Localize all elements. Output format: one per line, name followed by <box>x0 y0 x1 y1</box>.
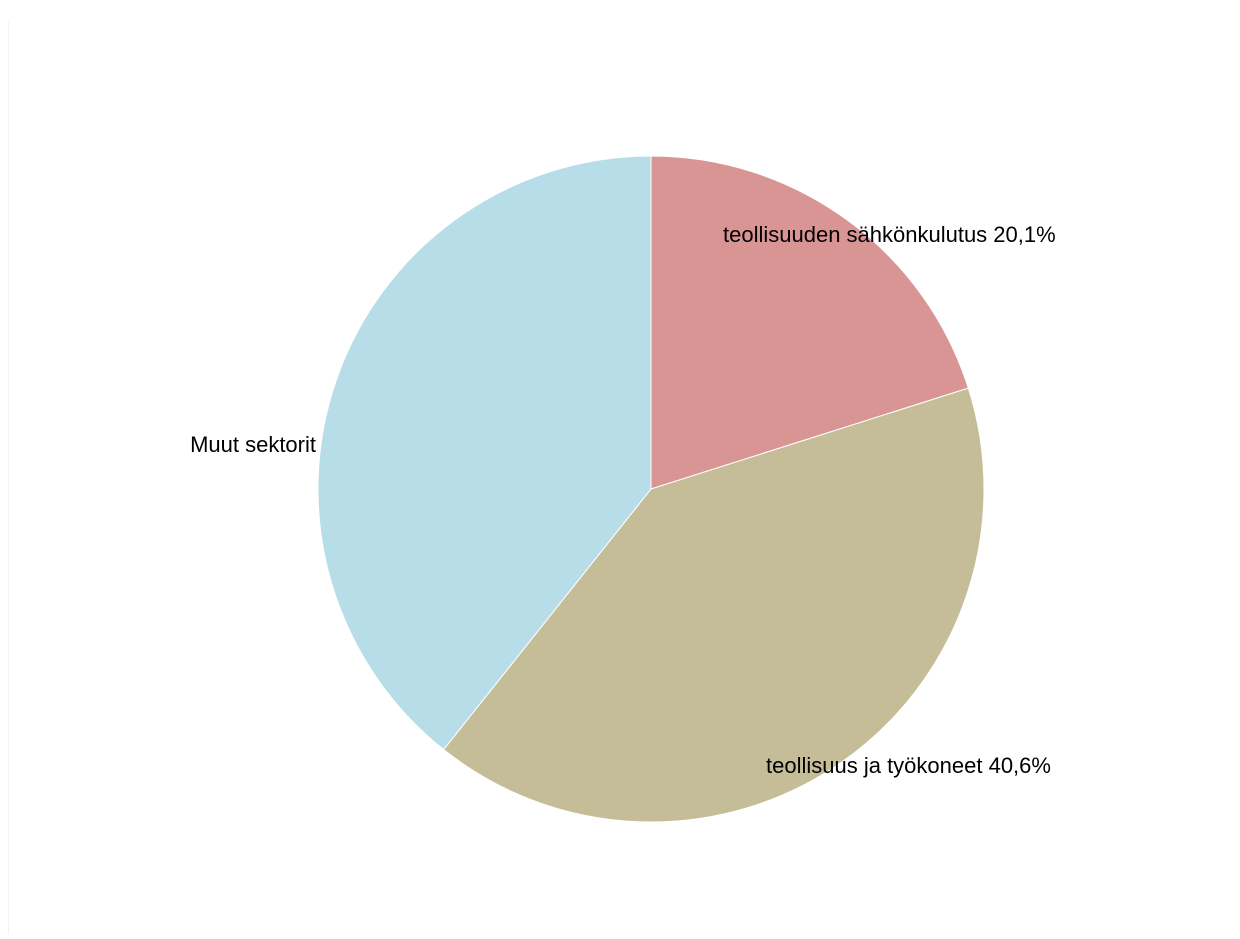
pie-slice <box>317 155 652 751</box>
pie-slice <box>650 155 969 490</box>
chart-frame <box>8 22 1232 934</box>
pie-slices <box>317 155 985 823</box>
pie-labels: teollisuuden sähkönkulutus 20,1% teollisu… <box>190 222 1056 778</box>
slice-label: teollisuus ja työkoneet 40,6% <box>766 753 1051 778</box>
slice-label: teollisuuden sähkönkulutus 20,1% <box>723 222 1056 247</box>
pie-slice <box>442 387 985 823</box>
slice-label: Muut sektorit <box>190 432 316 457</box>
